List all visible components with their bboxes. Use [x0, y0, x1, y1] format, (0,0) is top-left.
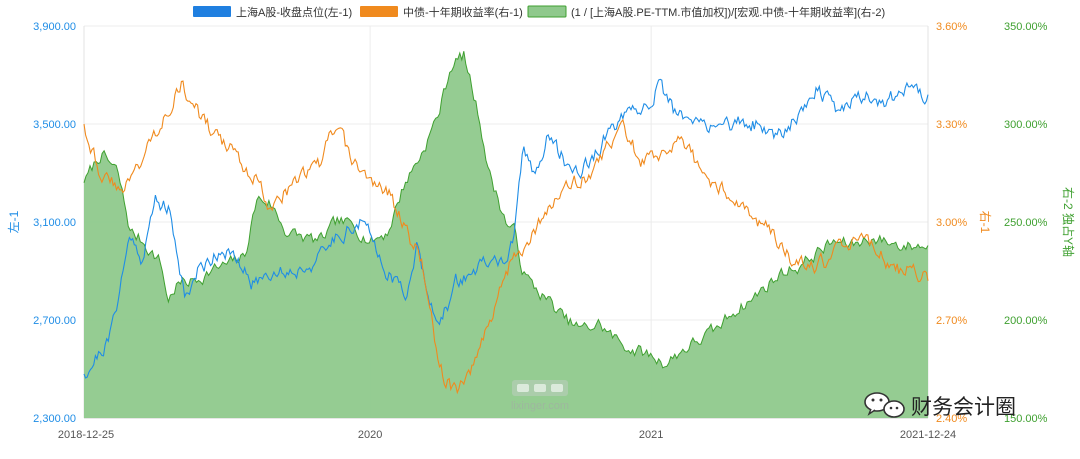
lixinger-logo	[512, 380, 568, 396]
legend-label-blue[interactable]: 上海A股-收盘点位(左-1)	[236, 5, 352, 19]
wechat-account-name: 财务会计圈	[911, 396, 1016, 419]
shanghai-close-line	[83, 78, 929, 379]
watermark-url: lixinger.com	[511, 400, 569, 412]
right2-axis-ticks: 150.00% 200.00% 250.00% 300.00% 350.00%	[1004, 21, 1048, 425]
x-tick-label: 2018-12-25	[58, 429, 114, 441]
legend-swatch-blue[interactable]	[193, 6, 231, 17]
right1-tick-label: 3.00%	[936, 217, 967, 229]
left-tick-label: 3,500.00	[33, 119, 76, 131]
legend-swatch-green[interactable]	[527, 5, 567, 18]
right2-tick-label: 350.00%	[1004, 21, 1048, 33]
left-axis-title: 左-1	[6, 210, 21, 233]
lixinger-watermark: lixinger.com	[511, 380, 569, 412]
right1-tick-label: 2.40%	[936, 413, 967, 425]
wechat-icon	[864, 392, 905, 418]
left-tick-label: 3,100.00	[33, 217, 76, 229]
legend-label-orange[interactable]: 中债-十年期收益率(右-1)	[403, 5, 523, 19]
x-tick-label: 2021-12-24	[900, 429, 956, 441]
pe-yield-ratio-line	[83, 51, 929, 369]
right1-axis-ticks: 2.40% 2.70% 3.00% 3.30% 3.60%	[936, 21, 967, 425]
left-axis-ticks: 2,300.00 2,700.00 3,100.00 3,500.00 3,900.00	[33, 21, 76, 425]
right2-tick-label: 300.00%	[1004, 119, 1048, 131]
x-tick-label: 2020	[358, 429, 382, 441]
right2-axis-title: 右-2 独占Y轴	[1061, 187, 1076, 257]
right1-tick-label: 3.60%	[936, 21, 967, 33]
legend: 上海A股-收盘点位(左-1) 中债-十年期收益率(右-1) (1 / [上海A股…	[193, 5, 885, 19]
right1-tick-label: 3.30%	[936, 119, 967, 131]
legend-swatch-orange[interactable]	[360, 6, 398, 17]
wechat-badge: 财务会计圈	[864, 392, 1016, 419]
left-tick-label: 3,900.00	[33, 21, 76, 33]
x-axis-ticks: 2018-12-25 2020 2021 2021-12-24	[58, 429, 956, 441]
right2-tick-label: 250.00%	[1004, 217, 1048, 229]
legend-label-green[interactable]: (1 / [上海A股.PE-TTM.市值加权])/[宏观.中债-十年期收益率](…	[571, 5, 885, 19]
bond-yield-line	[83, 80, 929, 395]
right2-tick-label: 150.00%	[1004, 413, 1048, 425]
left-tick-label: 2,700.00	[33, 315, 76, 327]
right1-tick-label: 2.70%	[936, 315, 967, 327]
x-tick-label: 2021	[639, 429, 663, 441]
right1-axis-title: 右-1	[978, 211, 993, 234]
right2-tick-label: 200.00%	[1004, 315, 1048, 327]
left-tick-label: 2,300.00	[33, 413, 76, 425]
